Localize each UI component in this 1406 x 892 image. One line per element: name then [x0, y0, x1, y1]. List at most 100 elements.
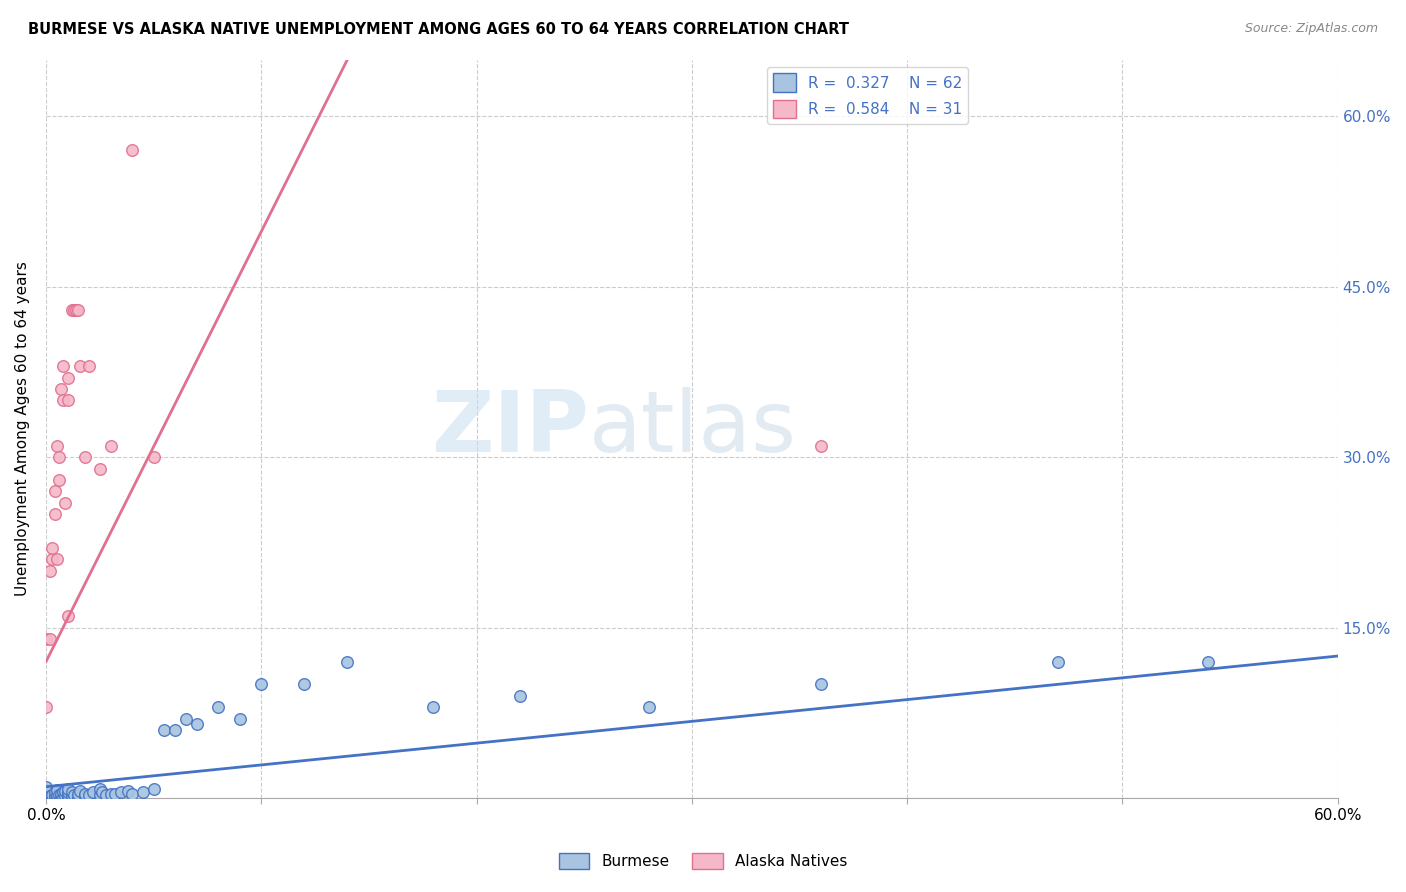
Point: [41, 789, 63, 804]
Text: atlas: atlas: [589, 387, 796, 470]
Point: [509, 689, 531, 703]
Point: [45, 783, 67, 797]
Point: [63, 302, 86, 317]
Point: [45, 791, 67, 805]
Point: [52, 789, 75, 804]
Point: [63, 788, 86, 802]
Point: [48, 473, 70, 487]
Point: [39, 791, 62, 805]
Point: [104, 787, 127, 801]
Point: [121, 787, 143, 801]
Legend: Burmese, Alaska Natives: Burmese, Alaska Natives: [553, 847, 853, 875]
Point: [56, 782, 79, 797]
Point: [96, 788, 118, 802]
Text: BURMESE VS ALASKA NATIVE UNEMPLOYMENT AMONG AGES 60 TO 64 YEARS CORRELATION CHAR: BURMESE VS ALASKA NATIVE UNEMPLOYMENT AM…: [28, 22, 849, 37]
Point: [41, 552, 63, 566]
Point: [60, 302, 83, 317]
Point: [121, 144, 143, 158]
Point: [44, 785, 66, 799]
Point: [132, 785, 155, 799]
Point: [39, 632, 62, 646]
Point: [82, 785, 104, 799]
Point: [142, 782, 165, 797]
Point: [60, 789, 83, 803]
Point: [69, 784, 91, 798]
Point: [1046, 655, 1069, 669]
Point: [67, 302, 90, 317]
Point: [73, 450, 96, 465]
Point: [53, 789, 76, 803]
Point: [35, 780, 58, 794]
Point: [60, 785, 83, 799]
Point: [637, 700, 659, 714]
Point: [810, 439, 832, 453]
Point: [39, 564, 62, 578]
Point: [44, 484, 66, 499]
Point: [44, 507, 66, 521]
Point: [56, 788, 79, 802]
Legend: R =  0.327    N = 62, R =  0.584    N = 31: R = 0.327 N = 62, R = 0.584 N = 31: [766, 67, 969, 124]
Point: [810, 677, 832, 691]
Point: [67, 791, 90, 805]
Point: [186, 717, 208, 731]
Point: [56, 609, 79, 624]
Point: [44, 791, 66, 805]
Point: [89, 788, 111, 802]
Point: [35, 700, 58, 714]
Point: [65, 302, 87, 317]
Point: [53, 784, 76, 798]
Point: [153, 723, 176, 737]
Point: [89, 782, 111, 797]
Point: [35, 788, 58, 802]
Point: [35, 632, 58, 646]
Point: [41, 788, 63, 802]
Point: [39, 789, 62, 803]
Point: [89, 461, 111, 475]
Point: [91, 785, 114, 799]
Point: [165, 723, 187, 737]
Point: [35, 785, 58, 799]
Point: [49, 382, 72, 396]
Text: ZIP: ZIP: [430, 387, 589, 470]
Point: [69, 359, 91, 374]
Point: [100, 787, 122, 801]
Point: [67, 787, 90, 801]
Point: [35, 783, 58, 797]
Point: [56, 791, 79, 805]
Point: [100, 439, 122, 453]
Point: [77, 788, 100, 802]
Point: [48, 450, 70, 465]
Point: [56, 370, 79, 384]
Point: [44, 789, 66, 803]
Point: [53, 496, 76, 510]
Point: [110, 785, 132, 799]
Point: [35, 791, 58, 805]
Point: [1198, 655, 1220, 669]
Point: [45, 788, 67, 802]
Point: [49, 791, 72, 805]
Point: [48, 788, 70, 802]
Point: [142, 450, 165, 465]
Point: [77, 359, 100, 374]
Point: [228, 712, 250, 726]
Point: [73, 787, 96, 801]
Point: [41, 541, 63, 555]
Point: [117, 784, 139, 798]
Point: [292, 677, 315, 691]
Point: [52, 393, 75, 408]
Point: [422, 700, 444, 714]
Point: [174, 712, 197, 726]
Point: [45, 439, 67, 453]
Point: [56, 785, 79, 799]
Point: [56, 393, 79, 408]
Point: [250, 677, 273, 691]
Point: [336, 655, 359, 669]
Point: [45, 552, 67, 566]
Point: [73, 789, 96, 803]
Y-axis label: Unemployment Among Ages 60 to 64 years: Unemployment Among Ages 60 to 64 years: [15, 261, 30, 596]
Text: Source: ZipAtlas.com: Source: ZipAtlas.com: [1244, 22, 1378, 36]
Point: [207, 700, 229, 714]
Point: [52, 785, 75, 799]
Point: [49, 787, 72, 801]
Point: [52, 359, 75, 374]
